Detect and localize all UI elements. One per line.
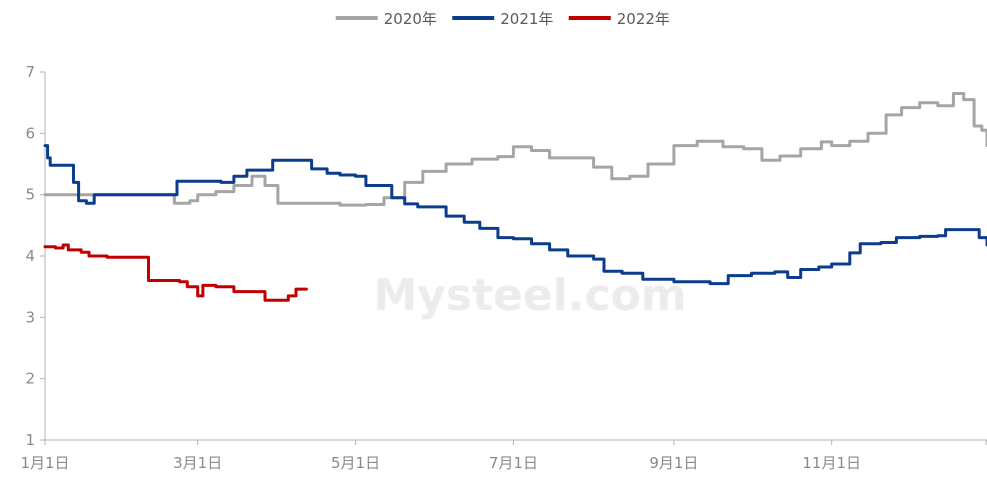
y-tick-label: 2 <box>25 370 35 388</box>
series-layer <box>43 92 987 302</box>
legend-label-2: 2021年 <box>500 10 553 28</box>
y-tick-label: 3 <box>25 308 35 326</box>
series-line-2 <box>43 144 987 286</box>
legend-label-3: 2022年 <box>617 10 670 28</box>
legend: 2020年 2021年 2022年 <box>335 10 670 28</box>
x-tick-label: 5月1日 <box>331 454 380 472</box>
y-tick-label: 4 <box>25 247 35 265</box>
y-tick-label: 5 <box>25 186 35 204</box>
x-tick-label: 7月1日 <box>489 454 538 472</box>
y-tick-label: 1 <box>25 431 35 449</box>
axes: 1 2 3 4 5 6 7 1月1日 3月1日 5月1日 7月1日 9月1日 11月1日 <box>20 63 987 472</box>
series-line-3 <box>43 243 308 302</box>
x-tick-label: 9月1日 <box>649 454 698 472</box>
x-tick-label: 1月1日 <box>20 454 69 472</box>
legend-label-1: 2020年 <box>384 10 437 28</box>
x-tick-label: 3月1日 <box>173 454 222 472</box>
series-line-1 <box>43 92 987 207</box>
y-tick-label: 6 <box>25 124 35 142</box>
watermark: Mysteel.com <box>373 270 686 321</box>
x-tick-label: 11月1日 <box>802 454 861 472</box>
watermark-text: Mysteel.com <box>373 270 686 321</box>
y-tick-label: 7 <box>25 63 35 81</box>
